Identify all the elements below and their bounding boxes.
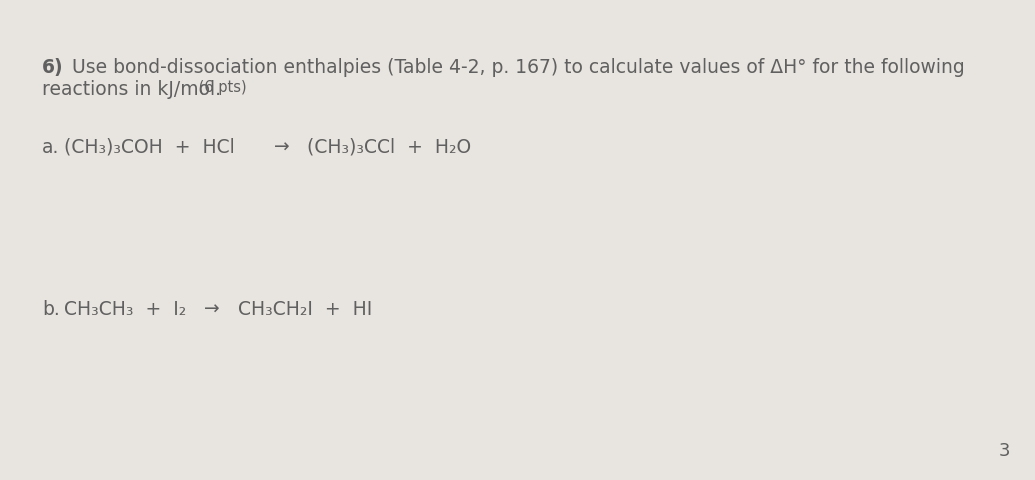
Text: CH₃CH₃  +  I₂: CH₃CH₃ + I₂: [64, 300, 186, 318]
Text: a.: a.: [42, 138, 59, 156]
Text: (CH₃)₃CCl  +  H₂O: (CH₃)₃CCl + H₂O: [307, 138, 471, 156]
Text: →: →: [204, 300, 219, 318]
Text: b.: b.: [42, 300, 60, 318]
Text: Use bond-dissociation enthalpies (Table 4-2, p. 167) to calculate values of ΔH° : Use bond-dissociation enthalpies (Table …: [66, 58, 965, 77]
Text: 6): 6): [42, 58, 63, 77]
Text: (CH₃)₃COH  +  HCl: (CH₃)₃COH + HCl: [64, 138, 235, 156]
Text: 3: 3: [999, 441, 1010, 459]
Text: (6 pts): (6 pts): [194, 80, 246, 95]
Text: CH₃CH₂I  +  HI: CH₃CH₂I + HI: [238, 300, 373, 318]
Text: →: →: [274, 138, 290, 156]
Text: reactions in kJ/mol.: reactions in kJ/mol.: [42, 80, 221, 99]
